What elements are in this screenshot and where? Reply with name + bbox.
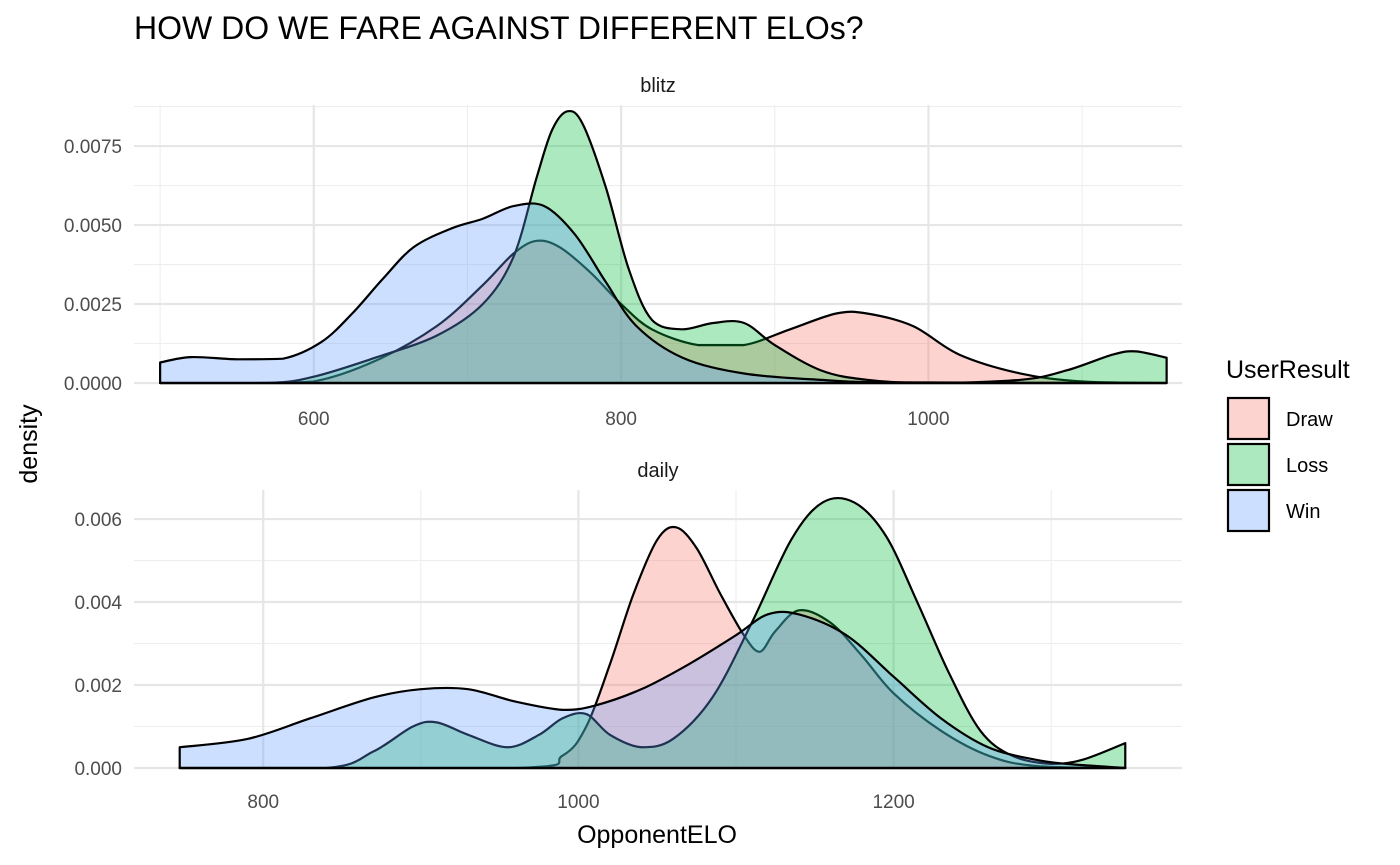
y-tick-label: 0.0075: [64, 137, 122, 158]
legend-key-win: [1226, 488, 1271, 533]
y-tick-label: 0.0025: [64, 295, 122, 316]
density-area-win: [178, 610, 1127, 770]
x-tick-label: 800: [247, 792, 279, 813]
x-tick-label: 1000: [907, 409, 949, 430]
chart-title: HOW DO WE FARE AGAINST DIFFERENT ELOs?: [134, 10, 864, 46]
panel-daily: daily 800 1000 1200 0.000 0.002 0.004 0.006: [74, 460, 1182, 813]
density-area-win: [159, 202, 1168, 385]
legend-key-bg: [1228, 490, 1269, 531]
y-tick-label: 0.006: [74, 510, 122, 531]
y-tick-label: 0.000: [74, 759, 122, 780]
y-tick-label: 0.0000: [64, 374, 122, 395]
y-axis-title: density: [15, 404, 43, 484]
density-area-draw: [178, 525, 1127, 770]
legend-title: UserResult: [1226, 356, 1350, 384]
legend-label-draw: Draw: [1286, 409, 1333, 431]
y-tick-label: 0.002: [74, 676, 122, 697]
legend: UserResult Draw Loss Win: [1226, 356, 1350, 533]
legend-key-bg: [1228, 444, 1269, 485]
x-tick-label: 1200: [872, 792, 914, 813]
panel-strip-label: daily: [637, 460, 678, 482]
panel-strip-label: blitz: [640, 75, 676, 97]
legend-key-loss: [1226, 442, 1271, 487]
density-area-loss: [178, 496, 1127, 770]
y-tick-label: 0.004: [74, 593, 122, 614]
legend-label-win: Win: [1286, 501, 1320, 523]
x-axis-title: OpponentELO: [577, 821, 737, 849]
legend-label-loss: Loss: [1286, 455, 1328, 477]
legend-key-bg: [1228, 398, 1269, 439]
legend-key-draw: [1226, 396, 1271, 441]
panel-blitz: blitz 600 800 1000 0.0000 0.0025 0.0050 0.0075: [64, 75, 1182, 430]
density-area-loss: [159, 109, 1168, 385]
x-tick-label: 600: [298, 409, 330, 430]
x-tick-label: 1000: [557, 792, 599, 813]
x-tick-label: 800: [605, 409, 637, 430]
y-tick-label: 0.0050: [64, 216, 122, 237]
